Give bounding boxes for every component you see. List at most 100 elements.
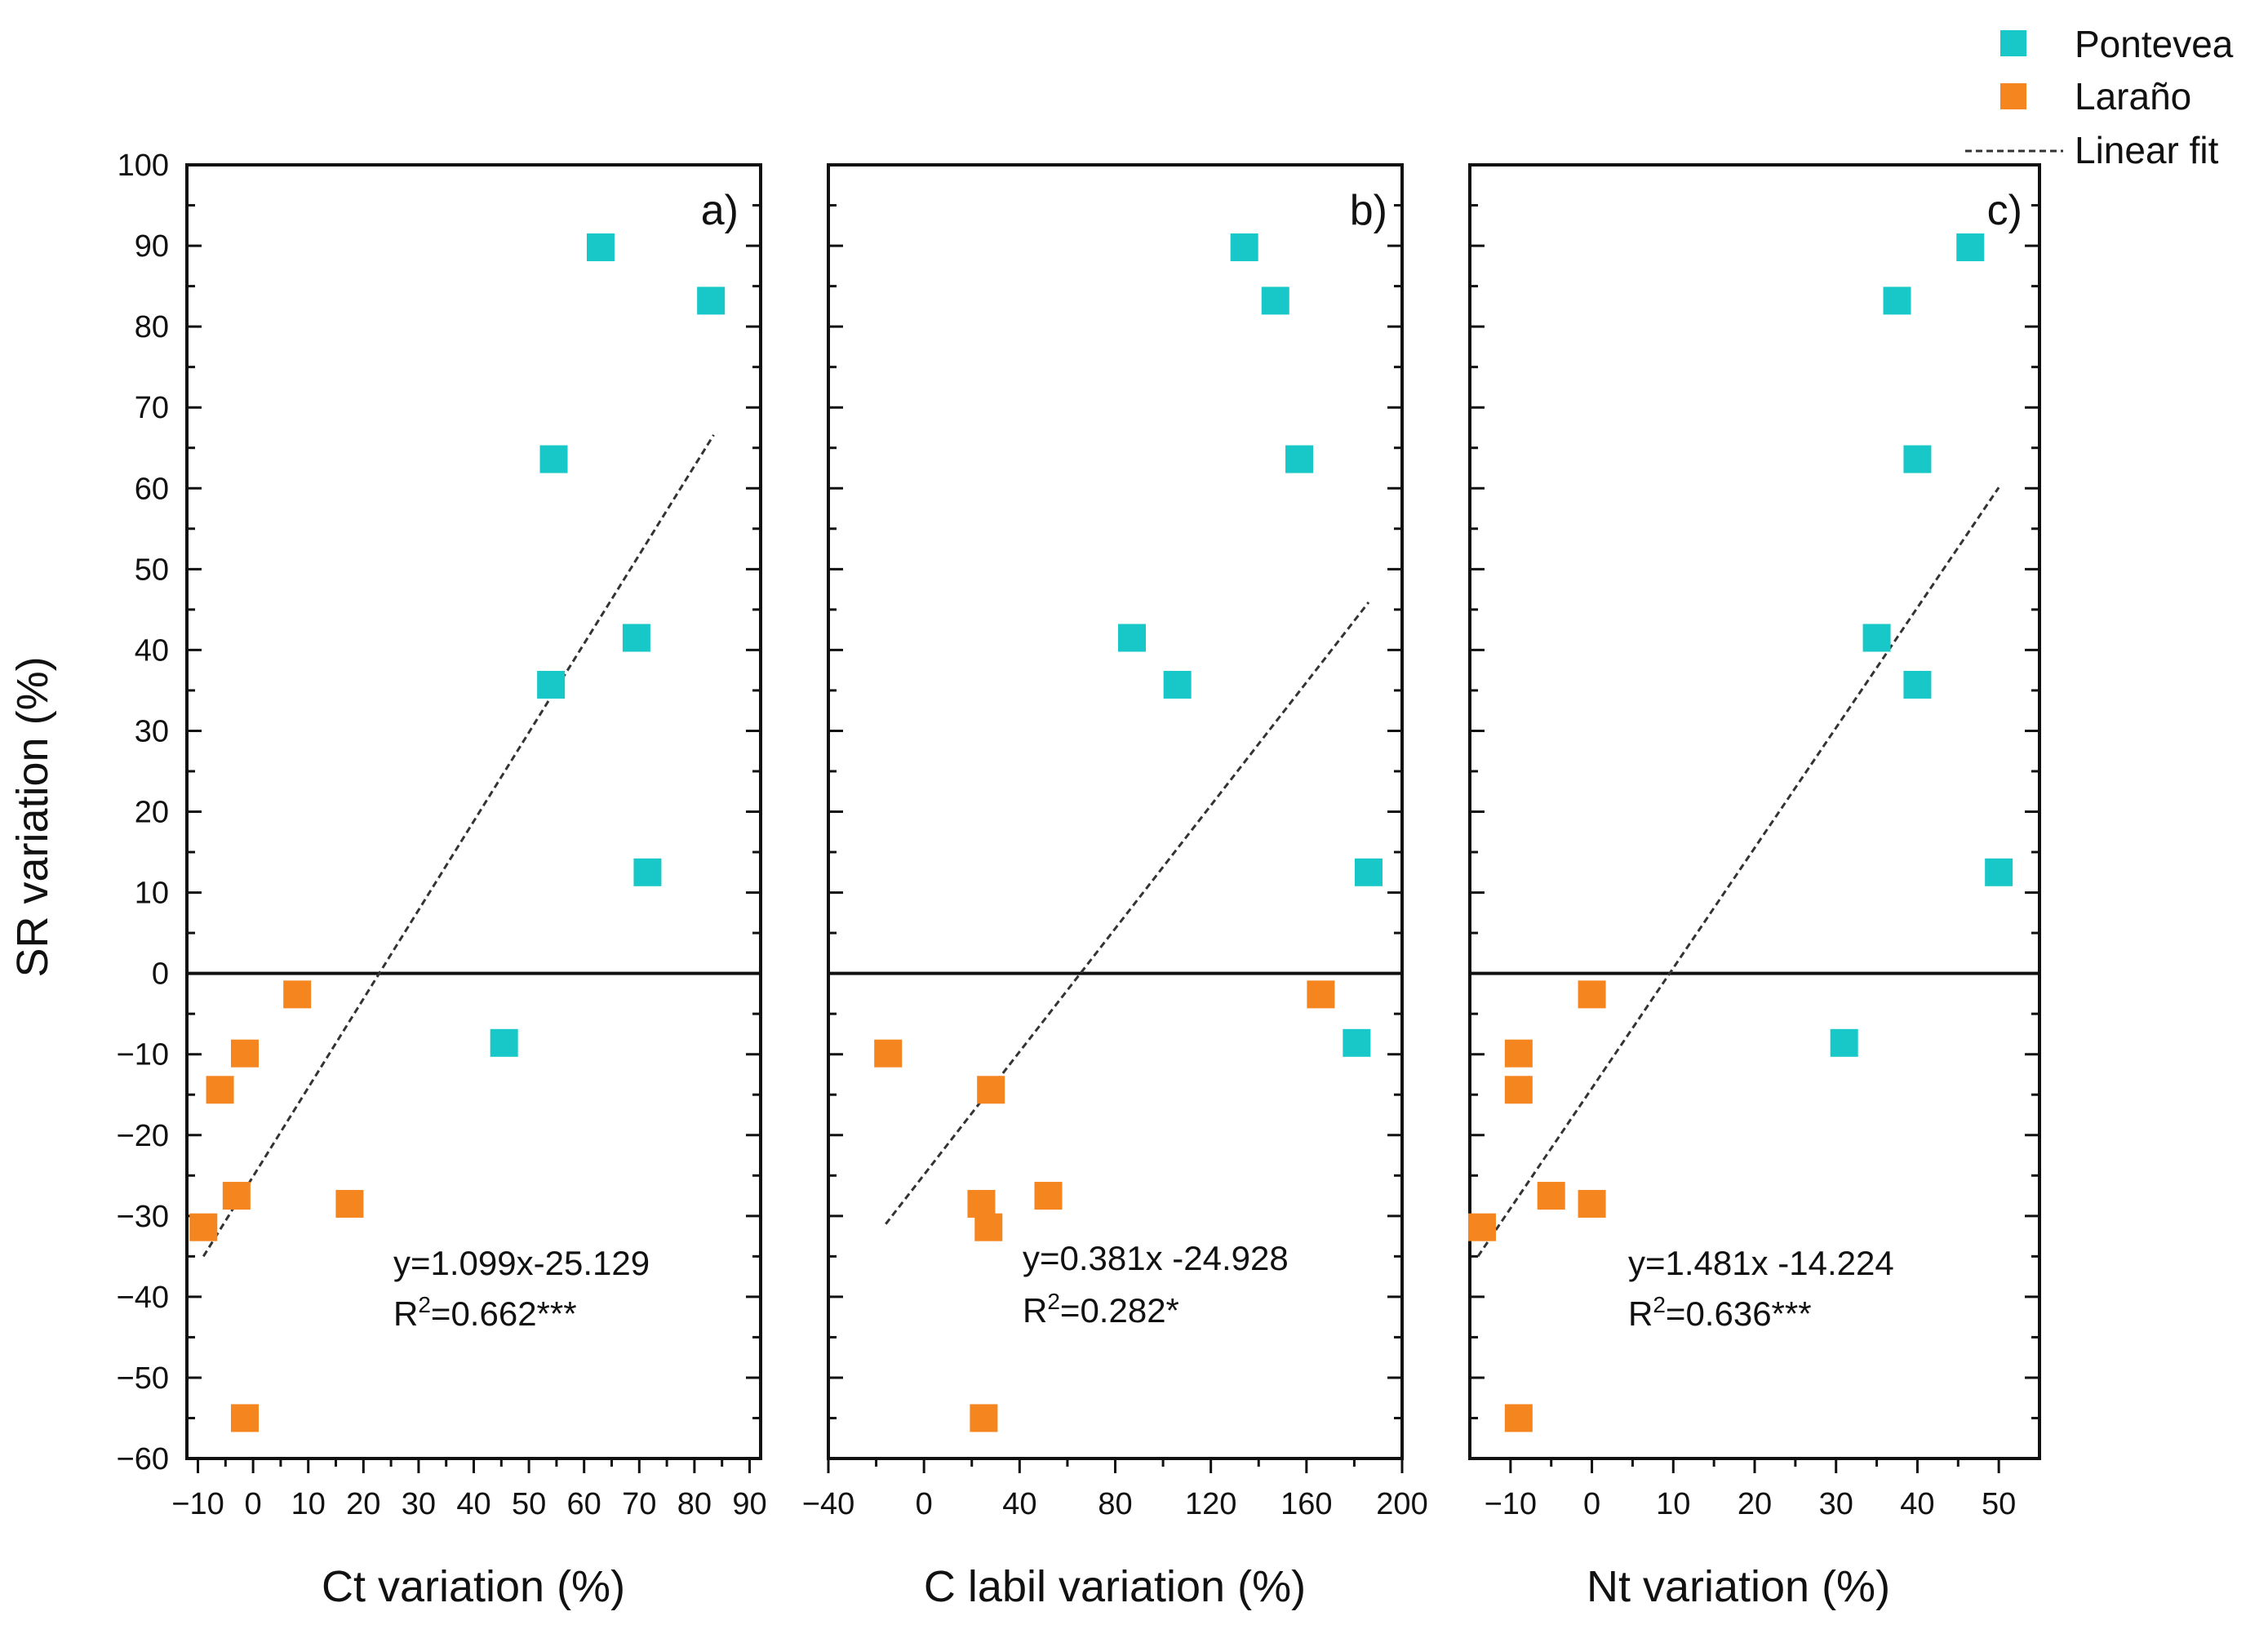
panel-a-point-pontevea — [697, 286, 726, 315]
panel-b-label: b) — [1350, 187, 1387, 234]
y-tick-label: 80 — [135, 310, 169, 344]
panel-b-point-larano — [977, 1076, 1005, 1104]
panel-c-r2: R2=0.636*** — [1628, 1292, 1812, 1333]
panel-b-x-tick-label: 40 — [1002, 1487, 1036, 1521]
panel-a-x-tick-label: 20 — [346, 1487, 380, 1521]
y-tick-label: 0 — [152, 957, 169, 992]
panel-c-label: c) — [1987, 187, 2022, 234]
panel-b-point-pontevea — [1163, 670, 1192, 699]
panel-c-linear-fit — [1476, 486, 2000, 1258]
panel-a-point-larano — [335, 1189, 364, 1218]
panel-a-point-larano — [230, 1039, 259, 1068]
panel-a-x-tick-label: 10 — [291, 1487, 326, 1521]
panel-b-x-tick-label: 80 — [1098, 1487, 1132, 1521]
legend: Pontevea Laraño Linear fit — [1965, 23, 2234, 171]
panel-a-equation: y=1.099x-25.129 — [393, 1244, 650, 1282]
panel-b-x-tick-label: 120 — [1185, 1487, 1236, 1521]
panel-a-x-tick-label: −10 — [171, 1487, 224, 1521]
panel-b: b) C labil variation (%) y=0.381x -24.92… — [802, 163, 1428, 1611]
legend-label-pontevea: Pontevea — [2075, 23, 2234, 65]
panel-a-x-tick-label: 90 — [732, 1487, 766, 1521]
y-tick-label: −30 — [117, 1200, 169, 1234]
panel-a-point-pontevea — [586, 233, 615, 262]
y-tick-label: −20 — [117, 1119, 169, 1153]
panel-b-point-pontevea — [1230, 233, 1258, 262]
panel-b-point-larano — [974, 1213, 1003, 1241]
panel-c-point-pontevea — [1862, 624, 1891, 652]
panel-c-x-tick-label: 50 — [1982, 1487, 2016, 1521]
y-tick-label: −60 — [117, 1442, 169, 1476]
panel-b-equation: y=0.381x -24.928 — [1023, 1239, 1289, 1277]
panel-b-x-title: C labil variation (%) — [924, 1562, 1306, 1611]
panel-a-point-pontevea — [633, 858, 662, 886]
panel-a-point-larano — [222, 1182, 251, 1210]
panel-a-linear-fit — [202, 434, 715, 1258]
panel-c-x-tick-label: 40 — [1900, 1487, 1934, 1521]
panel-b-x-tick-label: −40 — [802, 1487, 854, 1521]
panel-c-point-pontevea — [1985, 858, 2013, 886]
y-tick-label: 10 — [135, 877, 169, 911]
y-tick-label: 20 — [135, 796, 169, 830]
panel-c-x-tick-label: 10 — [1656, 1487, 1690, 1521]
panel-c-point-larano — [1504, 1404, 1533, 1432]
y-axis: SR variation (%) −60 −50 −40 −30 −20 −10 0 10 20… — [8, 149, 169, 1476]
panel-c: c) Nt variation (%) y=1.481x -14.224 R2=… — [1467, 163, 2041, 1611]
y-tick-label: 100 — [118, 149, 169, 183]
y-tick-label: −40 — [117, 1281, 169, 1315]
panel-b-x-tick-label: 200 — [1376, 1487, 1427, 1521]
panel-a-label: a) — [701, 187, 739, 234]
panel-c-x-tick-label: 0 — [1583, 1487, 1600, 1521]
panel-a-point-larano — [230, 1404, 259, 1432]
panel-c-x-tick-label: −10 — [1485, 1487, 1537, 1521]
panel-a-point-pontevea — [490, 1028, 518, 1057]
panel-a-point-larano — [283, 980, 312, 1009]
panel-c-point-larano — [1578, 980, 1606, 1009]
panel-c-point-pontevea — [1883, 286, 1911, 315]
panel-b-point-larano — [970, 1404, 998, 1432]
panel-b-r2: R2=0.282* — [1023, 1289, 1179, 1330]
y-tick-label: 40 — [135, 633, 169, 668]
panel-c-point-larano — [1467, 1213, 1496, 1241]
y-tick-label: −10 — [117, 1038, 169, 1072]
panel-b-point-larano — [967, 1189, 996, 1218]
panel-a-x-tick-label: 80 — [677, 1487, 712, 1521]
panel-b-x-tick-label: 160 — [1280, 1487, 1332, 1521]
panel-a-point-pontevea — [539, 445, 568, 473]
panel-c-point-pontevea — [1903, 670, 1932, 699]
panel-a-x-tick-label: 60 — [567, 1487, 601, 1521]
legend-label-larano: Laraño — [2075, 75, 2191, 118]
y-tick-label: 90 — [135, 229, 169, 264]
panel-b-point-larano — [874, 1039, 903, 1068]
panel-a-point-pontevea — [537, 670, 566, 699]
panel-c-point-larano — [1578, 1189, 1606, 1218]
panel-b-x-tick-label: 0 — [916, 1487, 933, 1521]
panel-c-point-larano — [1504, 1039, 1533, 1068]
legend-label-linear-fit: Linear fit — [2075, 129, 2219, 171]
panel-a-r2: R2=0.662*** — [393, 1292, 577, 1333]
panel-a-point-pontevea — [622, 624, 650, 652]
panel-c-point-pontevea — [1830, 1028, 1858, 1057]
panel-c-x-tick-label: 20 — [1738, 1487, 1772, 1521]
panel-b-point-pontevea — [1261, 286, 1289, 315]
legend-marker-larano — [2000, 83, 2026, 109]
panel-b-point-pontevea — [1285, 445, 1314, 473]
panel-a-x-tick-label: 50 — [512, 1487, 546, 1521]
y-tick-label: 30 — [135, 714, 169, 748]
panel-a-x-title: Ct variation (%) — [322, 1562, 625, 1611]
panel-a-point-larano — [206, 1076, 234, 1104]
panel-a-x-tick-label: 70 — [622, 1487, 656, 1521]
panel-a-x-tick-label: 0 — [245, 1487, 262, 1521]
panel-b-linear-fit — [885, 602, 1370, 1225]
legend-marker-pontevea — [2000, 30, 2026, 56]
panel-c-point-larano — [1537, 1182, 1565, 1210]
panel-a: a) Ct variation (%) y=1.099x-25.129 R2=0… — [171, 163, 767, 1611]
y-tick-label: 50 — [135, 553, 169, 587]
panel-b-point-pontevea — [1343, 1028, 1371, 1057]
y-tick-label: −50 — [117, 1361, 169, 1396]
panel-b-point-larano — [1034, 1182, 1063, 1210]
panel-b-point-pontevea — [1118, 624, 1147, 652]
panel-a-x-tick-label: 30 — [402, 1487, 436, 1521]
y-axis-title: SR variation (%) — [8, 656, 57, 977]
panel-b-point-larano — [1307, 980, 1335, 1009]
